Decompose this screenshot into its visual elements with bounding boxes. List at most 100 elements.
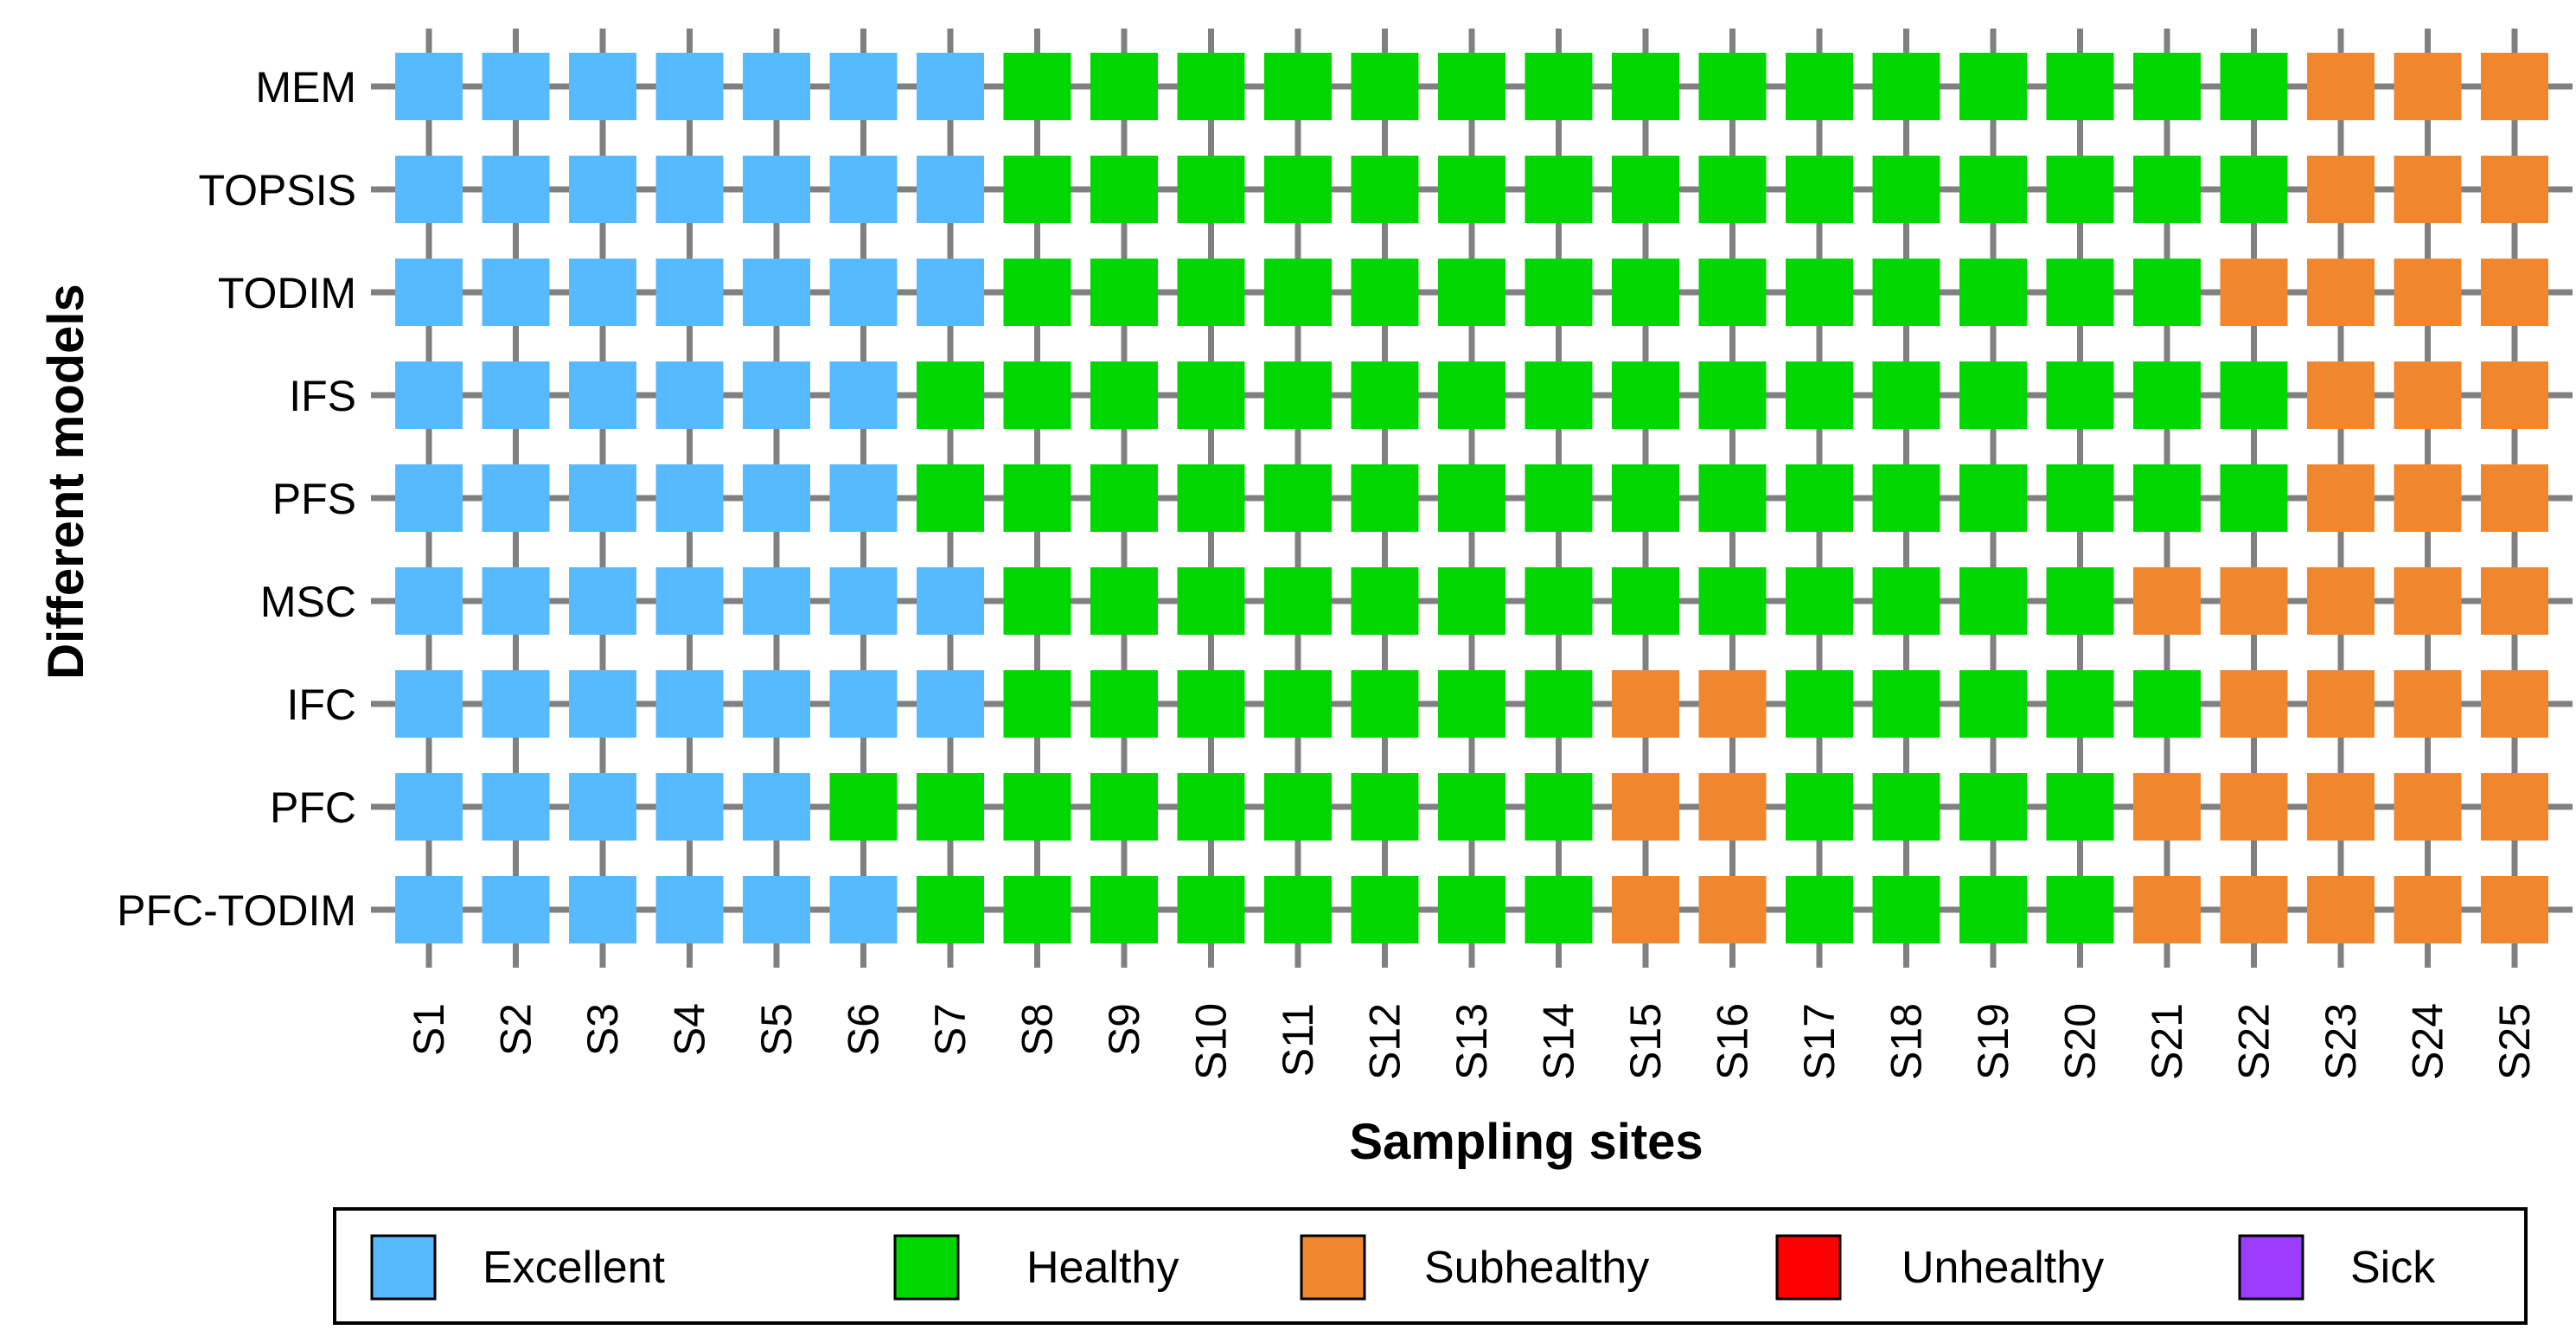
heatmap-cell — [1264, 567, 1332, 635]
x-tick-label: S5 — [752, 1003, 801, 1056]
heatmap-cell — [1959, 876, 2027, 943]
legend-swatch — [370, 1234, 437, 1301]
heatmap-cell — [1525, 53, 1593, 120]
x-tick-label: S8 — [1013, 1003, 1062, 1056]
heatmap-cell — [1525, 670, 1593, 738]
heatmap-cell — [917, 876, 984, 943]
heatmap-cell — [1264, 53, 1332, 120]
heatmap-cell — [1612, 464, 1679, 532]
heatmap-cell — [655, 53, 724, 120]
heatmap-cell — [1612, 53, 1679, 120]
x-tick-label: S12 — [1361, 1003, 1409, 1080]
heatmap-cell — [2307, 773, 2375, 841]
heatmap-cell — [569, 259, 636, 326]
heatmap-cell — [1177, 567, 1245, 635]
heatmap-cell — [655, 361, 724, 429]
heatmap-cell — [1003, 361, 1071, 429]
heatmap-cell — [1959, 670, 2027, 738]
heatmap-cell — [1438, 464, 1505, 532]
heatmap-cell — [917, 670, 984, 738]
heatmap-cell — [482, 53, 550, 120]
heatmap-cell — [395, 156, 463, 223]
heatmap-cell — [829, 567, 898, 635]
heatmap-cell — [655, 567, 724, 635]
heatmap-cell — [395, 773, 463, 841]
heatmap-cell — [1612, 773, 1679, 841]
heatmap-cell — [829, 156, 898, 223]
y-tick-label: MSC — [260, 578, 356, 626]
heatmap-cell — [2481, 464, 2548, 532]
heatmap-cell — [1438, 670, 1505, 738]
heatmap-cell — [1003, 670, 1071, 738]
heatmap-cell — [1786, 53, 1853, 120]
heatmap-cell — [1872, 53, 1940, 120]
heatmap-cell — [917, 156, 984, 223]
heatmap-cell — [2481, 53, 2548, 120]
heatmap-cell — [917, 53, 984, 120]
heatmap-cell — [1351, 773, 1419, 841]
x-tick-label: S10 — [1187, 1003, 1236, 1080]
heatmap-cell — [2046, 876, 2114, 943]
heatmap-cell — [1090, 53, 1158, 120]
heatmap-cell — [655, 156, 724, 223]
heatmap-cell — [2394, 773, 2462, 841]
heatmap-cell — [1264, 361, 1332, 429]
heatmap-cell — [1177, 773, 1245, 841]
y-tick-label: IFS — [289, 372, 356, 420]
heatmap-cell — [395, 567, 463, 635]
heatmap-cell — [655, 259, 724, 326]
heatmap-cell — [1786, 567, 1853, 635]
heatmap-cell — [2481, 361, 2548, 429]
heatmap-cell — [1698, 670, 1767, 738]
heatmap-cell — [829, 464, 898, 532]
heatmap-cell — [2133, 464, 2201, 532]
heatmap-cell — [1872, 773, 1940, 841]
heatmap-cell — [2046, 156, 2114, 223]
heatmap-cell — [569, 876, 636, 943]
y-tick-label: TODIM — [218, 269, 356, 317]
x-tick-label: S3 — [578, 1003, 627, 1056]
heatmap-cell — [1264, 259, 1332, 326]
heatmap-cell — [1525, 361, 1593, 429]
heatmap-cell — [655, 670, 724, 738]
heatmap-cell — [1525, 567, 1593, 635]
heatmap-cell — [1872, 670, 1940, 738]
x-axis-label: Sampling sites — [1349, 1114, 1703, 1170]
heatmap-cell — [1438, 53, 1505, 120]
y-tick-label: PFS — [272, 475, 356, 523]
x-tick-label: S6 — [840, 1003, 888, 1056]
heatmap-cell — [1959, 156, 2027, 223]
legend-label: Healthy — [1026, 1243, 1179, 1293]
x-tick-label: S4 — [666, 1003, 714, 1056]
heatmap-cell — [1698, 876, 1767, 943]
heatmap-cell — [569, 567, 636, 635]
heatmap-cell — [1786, 670, 1853, 738]
heatmap-cell — [2133, 773, 2201, 841]
x-tick-label: S2 — [492, 1003, 540, 1056]
heatmap-cell — [2046, 259, 2114, 326]
heatmap-cell — [2394, 361, 2462, 429]
x-tick-label: S11 — [1274, 1003, 1322, 1077]
heatmap-cell — [1872, 876, 1940, 943]
heatmap-cell — [1612, 259, 1679, 326]
x-tick-labels: S1 S2 S3 S4 S5 S6 S7 S8 S9 S10 S11 S12 S13 S14 S15 S16 S… — [405, 1003, 2539, 1080]
heatmap-cell — [1090, 773, 1158, 841]
heatmap-cell — [1612, 670, 1679, 738]
heatmap-cell — [2394, 670, 2462, 738]
heatmap-cell — [655, 773, 724, 841]
legend: Excellent Healthy Subhealthy Unhealthy Sick — [333, 1207, 2528, 1325]
heatmap-cell — [482, 361, 550, 429]
heatmap-cell — [1786, 464, 1853, 532]
heatmap-cell — [482, 773, 550, 841]
heatmap-cell — [1698, 464, 1767, 532]
heatmap-cell — [829, 259, 898, 326]
heatmap-cell — [2133, 567, 2201, 635]
x-tick-label: S7 — [926, 1003, 975, 1056]
heatmap-cell — [917, 567, 984, 635]
heatmap-cell — [2046, 361, 2114, 429]
x-tick-label: S17 — [1795, 1003, 1844, 1080]
heatmap-cell — [2133, 361, 2201, 429]
heatmap-cell — [2481, 876, 2548, 943]
heatmap-cell — [1264, 464, 1332, 532]
heatmap-cell — [2481, 259, 2548, 326]
